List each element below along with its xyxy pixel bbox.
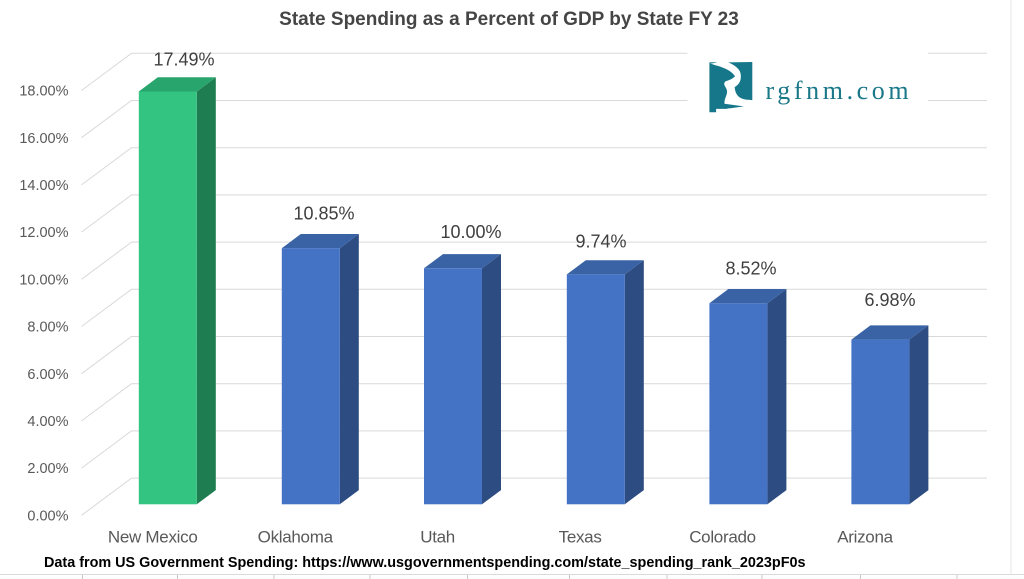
svg-text:Utah: Utah: [420, 528, 455, 547]
svg-text:6.00%: 6.00%: [27, 367, 68, 383]
svg-text:New Mexico: New Mexico: [108, 528, 198, 547]
svg-text:9.74%: 9.74%: [575, 231, 626, 251]
svg-text:2.00%: 2.00%: [27, 461, 68, 477]
svg-text:Oklahoma: Oklahoma: [258, 528, 334, 547]
svg-text:17.49%: 17.49%: [153, 50, 214, 70]
svg-text:State Spending as a Percent of: State Spending as a Percent of GDP by St…: [279, 9, 739, 30]
svg-text:10.85%: 10.85%: [293, 204, 354, 224]
svg-text:Arizona: Arizona: [837, 528, 893, 547]
svg-text:Data from US Government Spendi: Data from US Government Spending: https:…: [44, 555, 806, 571]
svg-text:8.00%: 8.00%: [27, 320, 68, 336]
svg-text:10.00%: 10.00%: [440, 222, 501, 242]
svg-text:Texas: Texas: [559, 528, 602, 547]
svg-text:14.00%: 14.00%: [19, 178, 68, 194]
svg-text:0.00%: 0.00%: [27, 508, 68, 524]
svg-text:Colorado: Colorado: [689, 528, 756, 547]
svg-text:18.00%: 18.00%: [19, 84, 68, 100]
svg-text:10.00%: 10.00%: [19, 272, 68, 288]
svg-text:rgfnm.com: rgfnm.com: [766, 76, 913, 105]
svg-text:8.52%: 8.52%: [725, 259, 776, 279]
svg-text:4.00%: 4.00%: [27, 414, 68, 430]
svg-text:16.00%: 16.00%: [19, 131, 68, 147]
svg-text:6.98%: 6.98%: [864, 290, 915, 310]
svg-text:12.00%: 12.00%: [19, 225, 68, 241]
